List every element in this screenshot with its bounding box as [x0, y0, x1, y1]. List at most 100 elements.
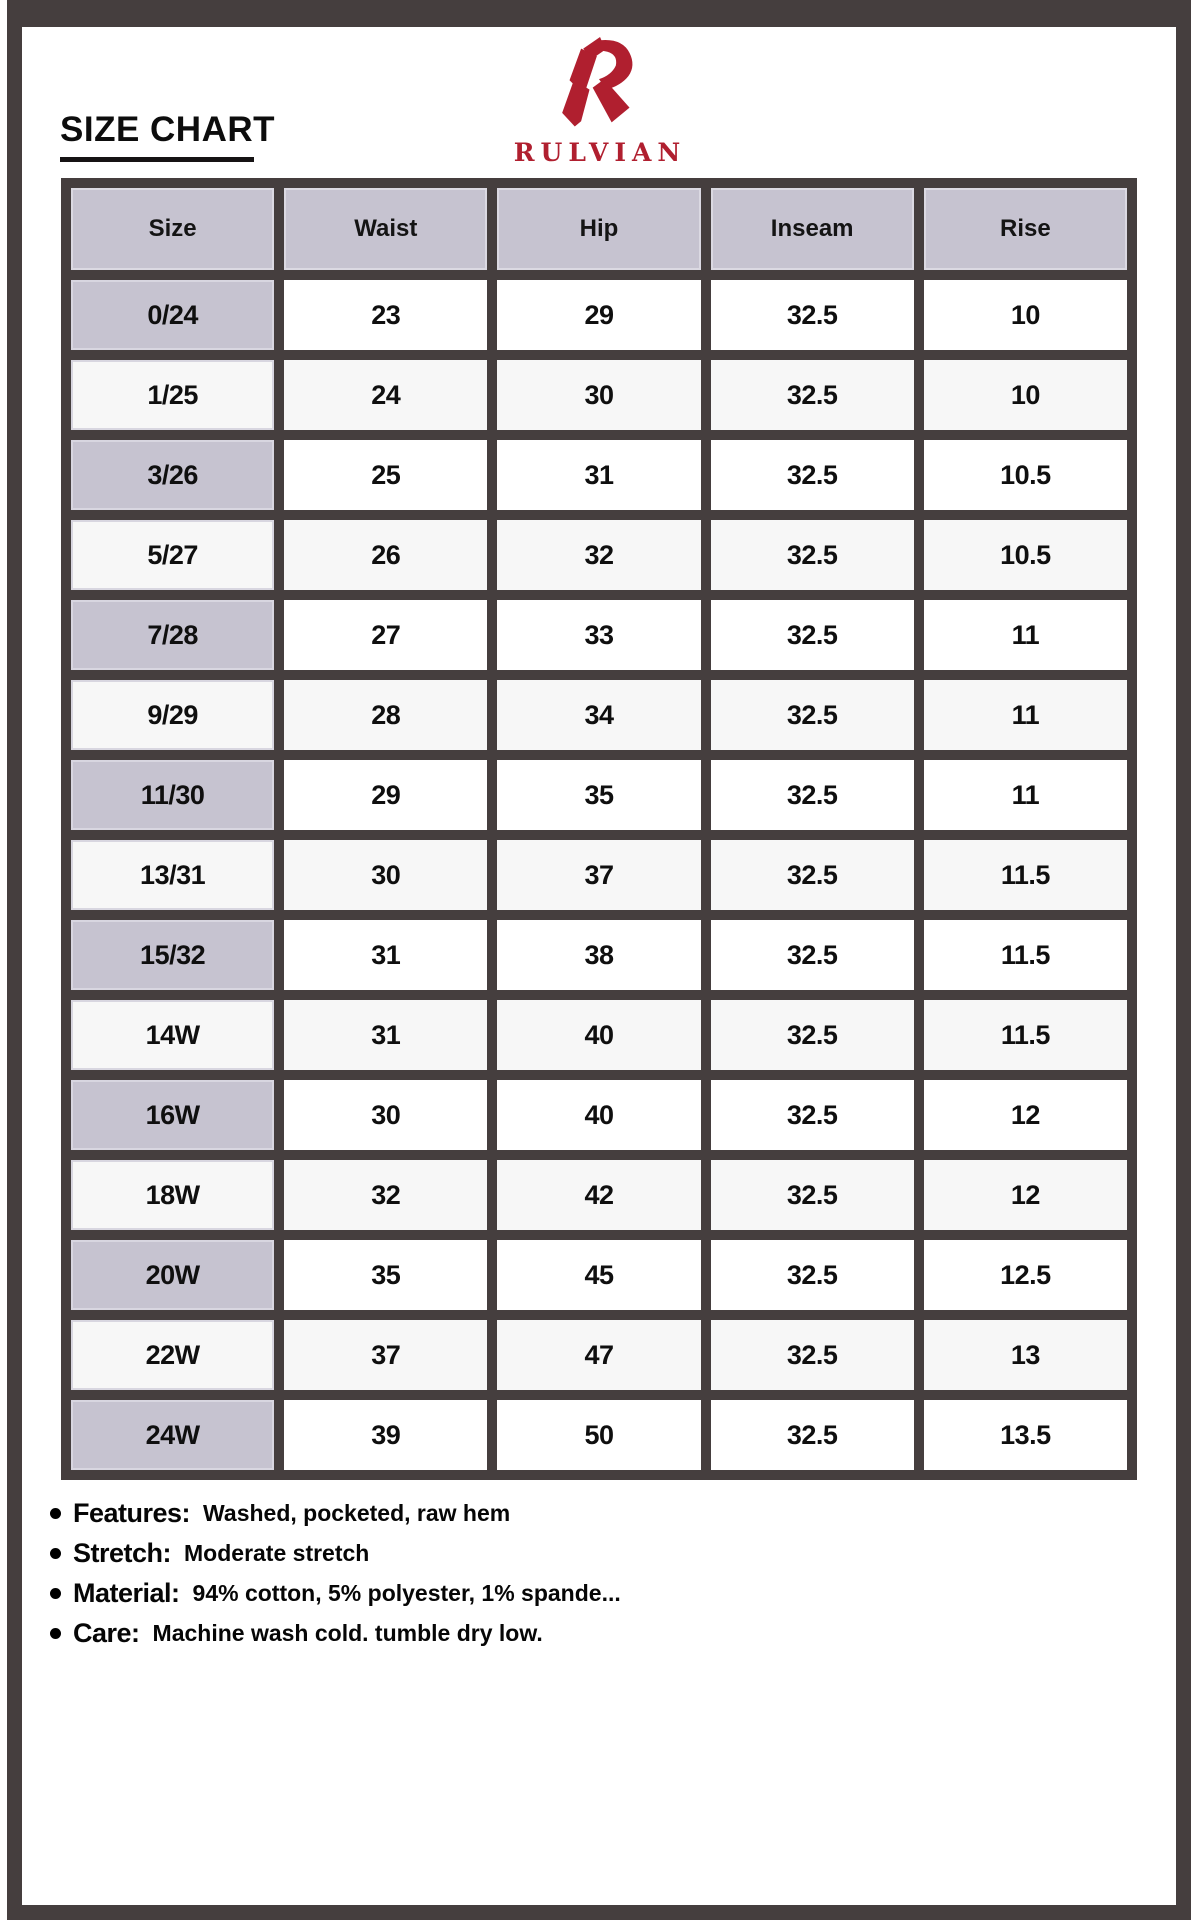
measurement-cell: 32.5 — [700, 830, 924, 920]
table-row: 13/31 30 37 32.5 11.5 — [60, 830, 1138, 920]
measurement-cell: 32 — [274, 1150, 498, 1240]
size-chart-table: Size Waist Hip Inseam Rise 0/24 23 29 32.5 10 1/2… — [60, 178, 1138, 1480]
size-cell: 20W — [60, 1230, 285, 1320]
size-cell: 22W — [60, 1310, 285, 1400]
measurement-cell: 12 — [913, 1150, 1138, 1240]
size-cell: 9/29 — [60, 670, 285, 760]
measurement-cell: 10 — [913, 350, 1138, 440]
detail-item: Features: Washed, pocketed, raw hem — [50, 1498, 621, 1529]
measurement-cell: 27 — [274, 590, 498, 680]
measurement-cell: 34 — [487, 670, 711, 760]
measurement-cell: 47 — [487, 1310, 711, 1400]
page-title: SIZE CHART — [60, 110, 275, 149]
measurement-cell: 10.5 — [913, 510, 1138, 600]
table-row: 1/25 24 30 32.5 10 — [60, 350, 1138, 440]
detail-value: Moderate stretch — [184, 1540, 370, 1566]
table-body: 0/24 23 29 32.5 10 1/25 24 30 32.5 10 3/26 25 31 32.5… — [60, 270, 1138, 1480]
measurement-cell: 32.5 — [700, 990, 924, 1080]
column-header: Rise — [913, 178, 1138, 280]
measurement-cell: 42 — [487, 1150, 711, 1240]
measurement-cell: 33 — [487, 590, 711, 680]
measurement-cell: 25 — [274, 430, 498, 520]
bullet-icon — [50, 1508, 61, 1519]
measurement-cell: 32.5 — [700, 910, 924, 1000]
table-row: 16W 30 40 32.5 12 — [60, 1070, 1138, 1160]
table-row: 22W 37 47 32.5 13 — [60, 1310, 1138, 1400]
measurement-cell: 32.5 — [700, 1150, 924, 1240]
measurement-cell: 11.5 — [913, 910, 1138, 1000]
size-cell: 18W — [60, 1150, 285, 1240]
size-cell: 0/24 — [60, 270, 285, 360]
size-cell: 5/27 — [60, 510, 285, 600]
measurement-cell: 35 — [487, 750, 711, 840]
measurement-cell: 32.5 — [700, 510, 924, 600]
measurement-cell: 31 — [274, 910, 498, 1000]
measurement-cell: 32 — [487, 510, 711, 600]
table-row: 0/24 23 29 32.5 10 — [60, 270, 1138, 360]
measurement-cell: 23 — [274, 270, 498, 360]
size-cell: 1/25 — [60, 350, 285, 440]
measurement-cell: 12.5 — [913, 1230, 1138, 1320]
measurement-cell: 32.5 — [700, 350, 924, 440]
measurement-cell: 10 — [913, 270, 1138, 360]
measurement-cell: 32.5 — [700, 430, 924, 520]
table-row: 5/27 26 32 32.5 10.5 — [60, 510, 1138, 600]
measurement-cell: 40 — [487, 1070, 711, 1160]
column-header: Hip — [487, 178, 711, 280]
measurement-cell: 32.5 — [700, 590, 924, 680]
measurement-cell: 35 — [274, 1230, 498, 1320]
measurement-cell: 30 — [274, 830, 498, 920]
table-row: 7/28 27 33 32.5 11 — [60, 590, 1138, 680]
measurement-cell: 45 — [487, 1230, 711, 1320]
table-row: 11/30 29 35 32.5 11 — [60, 750, 1138, 840]
detail-value: 94% cotton, 5% polyester, 1% spande... — [192, 1580, 621, 1606]
measurement-cell: 11 — [913, 590, 1138, 680]
measurement-cell: 31 — [274, 990, 498, 1080]
table-row: 20W 35 45 32.5 12.5 — [60, 1230, 1138, 1320]
measurement-cell: 12 — [913, 1070, 1138, 1160]
column-header: Waist — [274, 178, 498, 280]
detail-label: Material: — [73, 1578, 180, 1608]
details-list: Features: Washed, pocketed, raw hem Stretc… — [50, 1498, 621, 1658]
column-header: Size — [60, 178, 285, 280]
measurement-cell: 39 — [274, 1390, 498, 1480]
measurement-cell: 11.5 — [913, 830, 1138, 920]
measurement-cell: 30 — [274, 1070, 498, 1160]
size-cell: 14W — [60, 990, 285, 1080]
measurement-cell: 32.5 — [700, 1310, 924, 1400]
measurement-cell: 28 — [274, 670, 498, 760]
size-cell: 15/32 — [60, 910, 285, 1000]
detail-value: Washed, pocketed, raw hem — [203, 1500, 511, 1526]
table-row: 14W 31 40 32.5 11.5 — [60, 990, 1138, 1080]
title-underline — [60, 157, 254, 162]
measurement-cell: 40 — [487, 990, 711, 1080]
detail-item: Material: 94% cotton, 5% polyester, 1% sp… — [50, 1578, 621, 1609]
brand-logo-icon — [562, 37, 633, 127]
size-cell: 7/28 — [60, 590, 285, 680]
measurement-cell: 24 — [274, 350, 498, 440]
measurement-cell: 11.5 — [913, 990, 1138, 1080]
header-row: Size Waist Hip Inseam Rise — [60, 178, 1138, 280]
measurement-cell: 29 — [274, 750, 498, 840]
measurement-cell: 32.5 — [700, 1230, 924, 1320]
detail-item: Stretch: Moderate stretch — [50, 1538, 621, 1569]
size-cell: 3/26 — [60, 430, 285, 520]
measurement-cell: 32.5 — [700, 270, 924, 360]
measurement-cell: 37 — [487, 830, 711, 920]
detail-value: Machine wash cold. tumble dry low. — [152, 1620, 543, 1646]
measurement-cell: 32.5 — [700, 1070, 924, 1160]
table-row: 18W 32 42 32.5 12 — [60, 1150, 1138, 1240]
bullet-icon — [50, 1628, 61, 1639]
brand-wordmark: RULVIAN — [513, 138, 687, 167]
measurement-cell: 32.5 — [700, 750, 924, 840]
size-cell: 13/31 — [60, 830, 285, 920]
measurement-cell: 11 — [913, 750, 1138, 840]
measurement-cell: 50 — [487, 1390, 711, 1480]
table-row: 15/32 31 38 32.5 11.5 — [60, 910, 1138, 1000]
detail-label: Stretch: — [73, 1538, 172, 1568]
measurement-cell: 10.5 — [913, 430, 1138, 520]
measurement-cell: 13.5 — [913, 1390, 1138, 1480]
size-cell: 16W — [60, 1070, 285, 1160]
measurement-cell: 31 — [487, 430, 711, 520]
table-row: 9/29 28 34 32.5 11 — [60, 670, 1138, 760]
